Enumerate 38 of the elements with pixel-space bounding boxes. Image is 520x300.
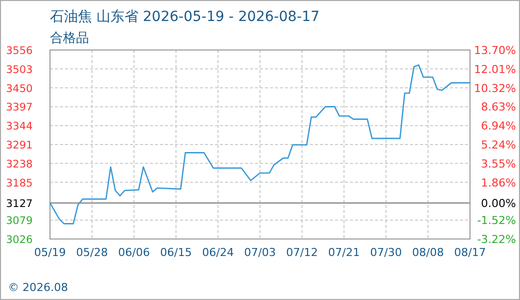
y2-tick-label: 6.94%: [481, 120, 516, 133]
y2-tick-label: 12.01%: [474, 62, 516, 76]
y2-tick-label: 10.32%: [474, 82, 516, 95]
y-tick-label: 3026: [6, 234, 34, 246]
x-tick-label: 06/15: [160, 246, 192, 259]
x-tick-label: 07/12: [286, 246, 318, 259]
y-tick-label: 3079: [6, 215, 33, 228]
y-tick-label: 3291: [6, 140, 33, 152]
x-tick-label: 06/24: [202, 246, 234, 259]
x-tick-label: 05/28: [76, 246, 108, 259]
chart-subtitle: 合格品: [50, 31, 89, 46]
y2-tick-label: 0.00%: [481, 197, 516, 210]
y2-tick-label: -3.22%: [477, 233, 516, 246]
y-tick-label: 3127: [6, 198, 33, 210]
x-tick-label: 05/19: [34, 246, 66, 259]
y-tick-label: 3397: [6, 102, 33, 114]
x-tick-label: 08/17: [454, 246, 486, 259]
y-tick-label: 3344: [6, 120, 34, 133]
x-tick-label: 07/03: [244, 246, 276, 259]
line-series: [49, 64, 471, 224]
chart-title: 石油焦 山东省 2026-05-19 - 2026-08-17: [50, 9, 320, 25]
y2-tick-label: 1.86%: [481, 176, 516, 190]
y-tick-label: 3556: [6, 45, 34, 57]
text: © 2026.08: [8, 281, 68, 294]
y2-tick-label: -1.52%: [477, 214, 516, 228]
x-tick-label: 07/30: [370, 246, 402, 259]
x-tick-label: 07/21: [328, 246, 360, 259]
y-tick-label: 3450: [6, 82, 33, 95]
y-tick-label: 3238: [6, 158, 33, 170]
y-tick-label: 3503: [6, 64, 33, 76]
y2-tick-label: 5.24%: [481, 138, 516, 152]
x-tick-label: 06/06: [118, 246, 150, 259]
y2-tick-label: 8.63%: [481, 100, 516, 114]
y2-tick-label: 13.70%: [474, 44, 516, 57]
y-tick-label: 3185: [6, 177, 33, 190]
plot: 05/19 05/28 06/06 06/15 06/24 07/03 07/12 07/21 07/30 08/08 08/17 3026 3079 3127 3185 3238 3291 3344 3397 3450 3503 3556 -3.22% -1.52% 0.00% 1.86% 3.55% 5.24% 6.94% 8.63% 10.32% 12.01% 13.70%: [6, 44, 516, 259]
x-tick-label: 08/08: [412, 246, 444, 259]
y2-tick-label: 3.55%: [481, 157, 516, 170]
